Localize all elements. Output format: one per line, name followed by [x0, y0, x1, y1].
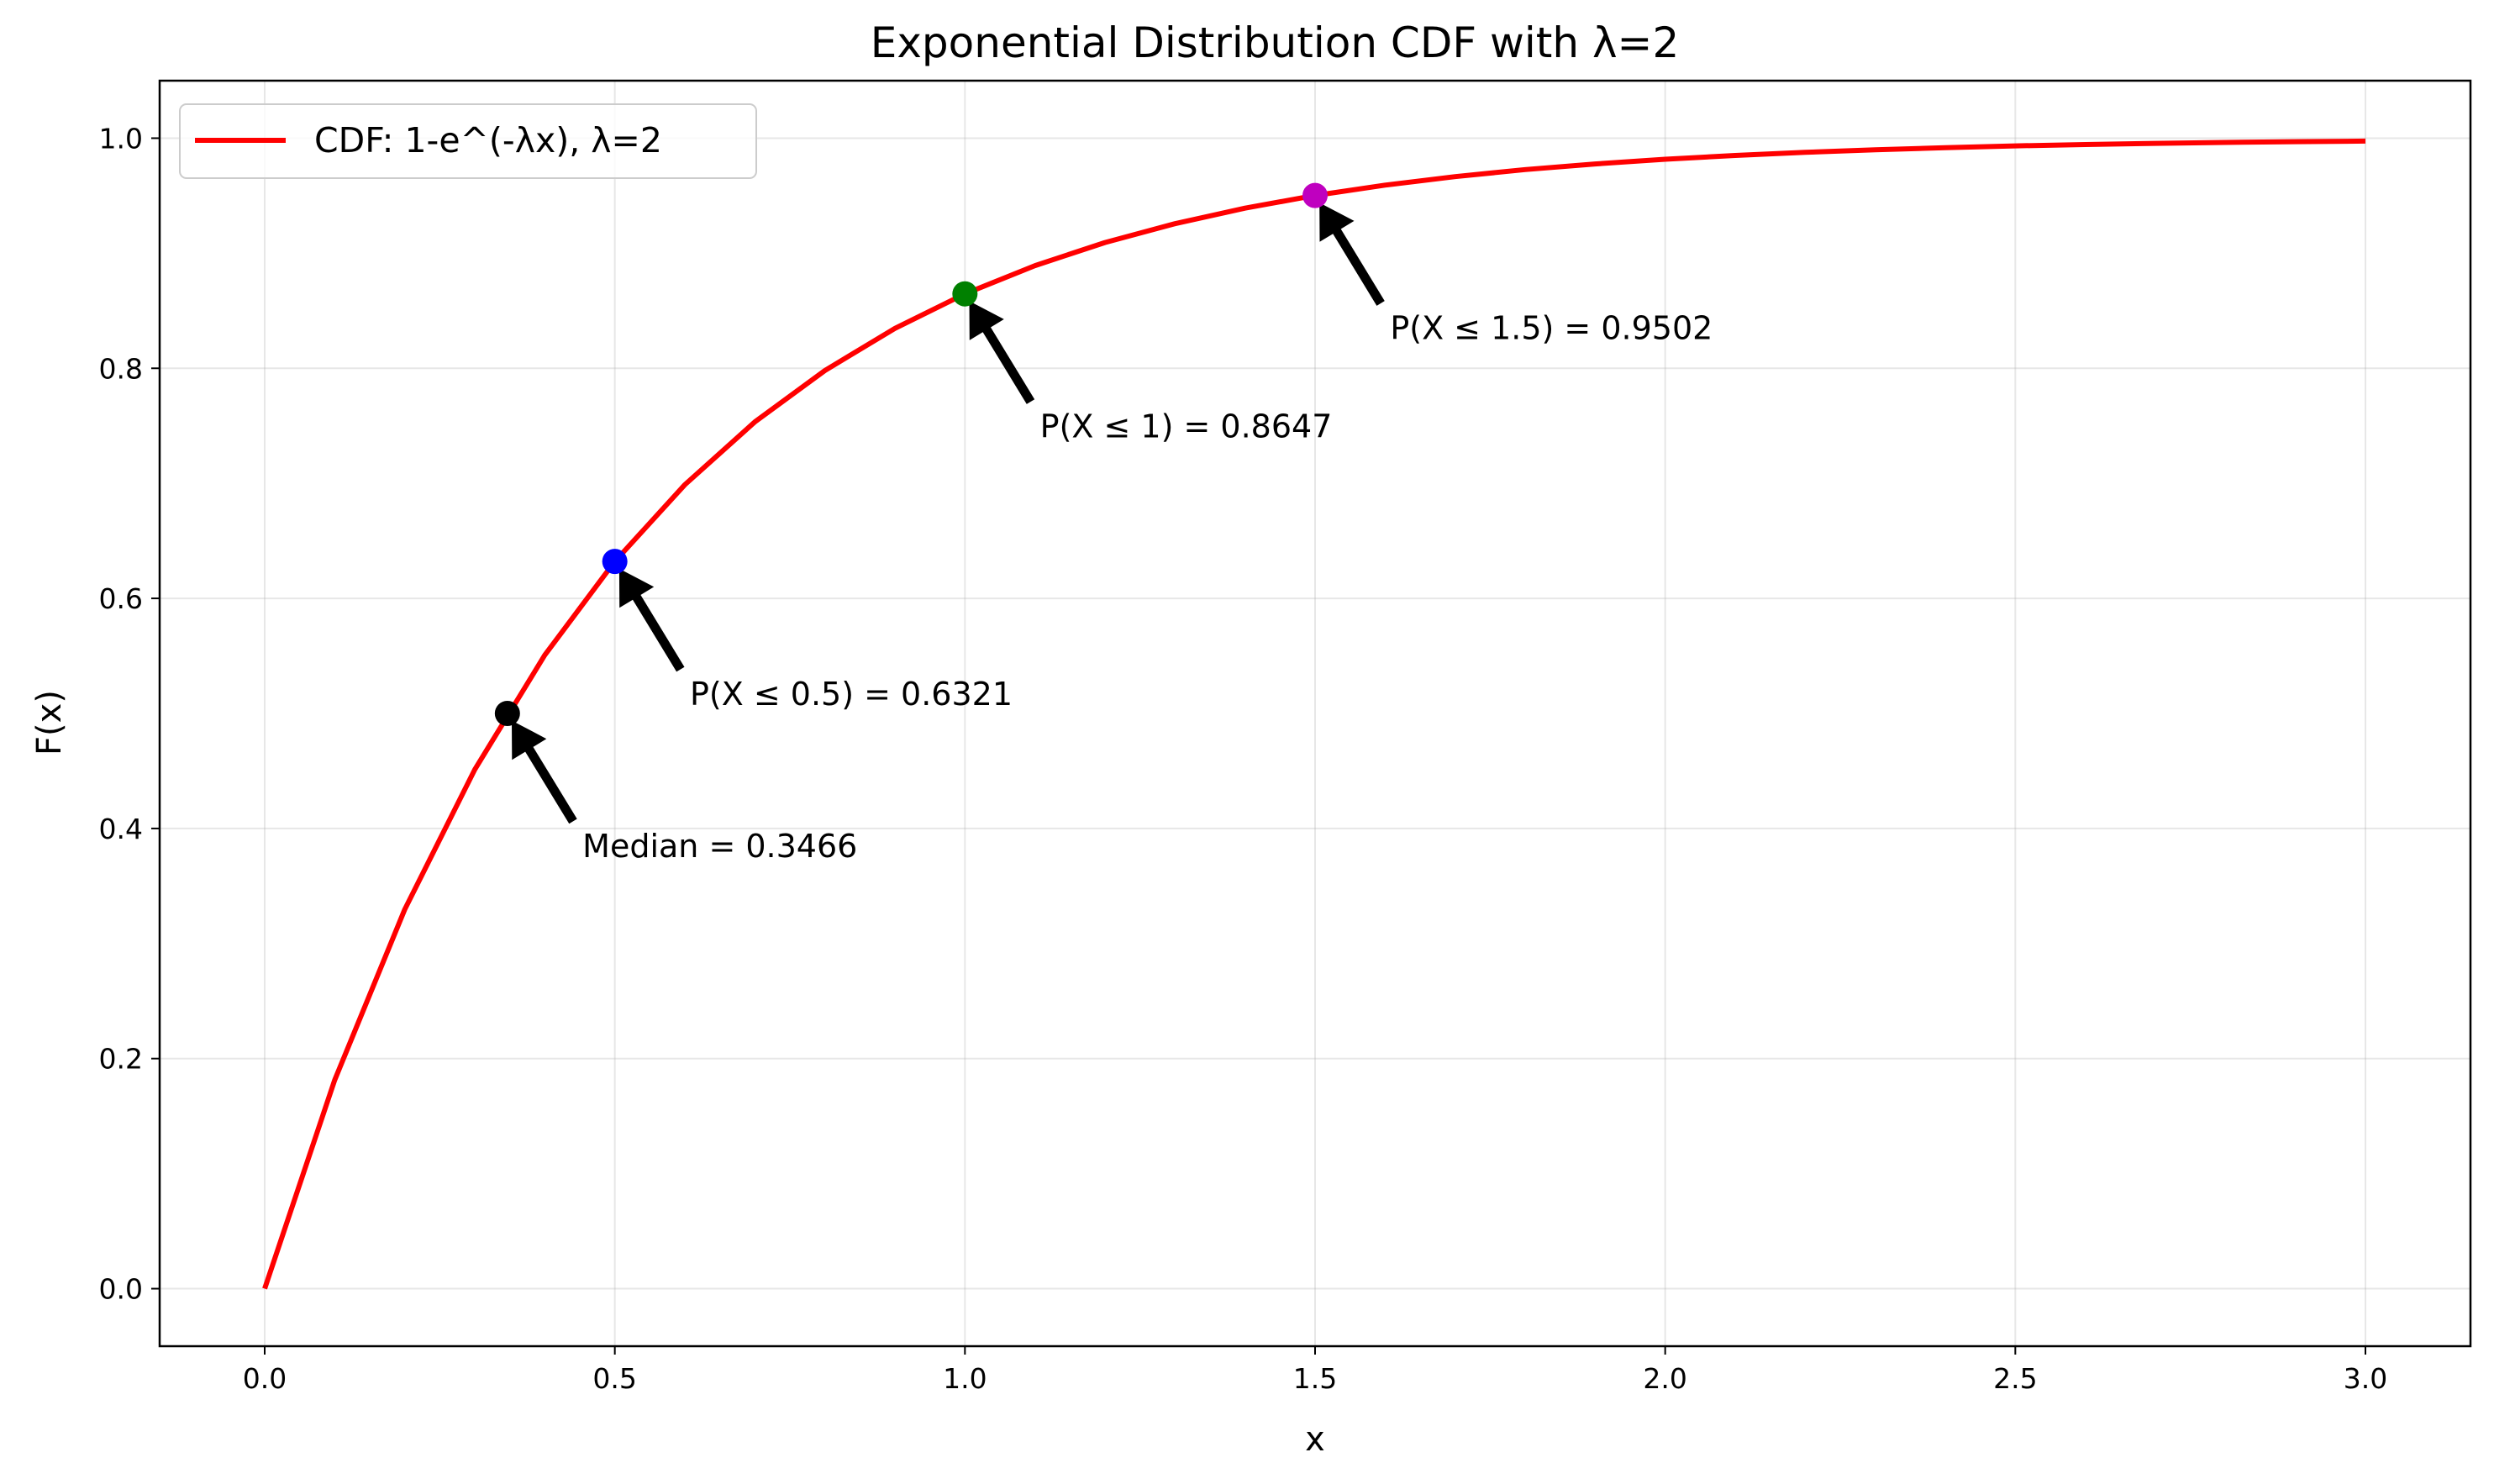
y-axis-label: F(x)	[30, 690, 69, 755]
legend-label: CDF: 1-e^(-λx), λ=2	[314, 120, 662, 161]
annotation-arrow	[969, 301, 1035, 404]
annotation-arrow	[1319, 203, 1385, 306]
legend-box	[179, 103, 757, 179]
annotation-label: P(X ≤ 1) = 0.8647	[1040, 408, 1333, 445]
x-tick-label: 0.0	[243, 1362, 287, 1395]
y-tick-label: 0.2	[99, 1043, 143, 1076]
annotation-label: P(X ≤ 0.5) = 0.6321	[690, 676, 1013, 713]
highlight-point	[602, 549, 628, 575]
annotation-arrow	[618, 568, 685, 672]
highlight-point	[1302, 182, 1328, 208]
annotation-label: P(X ≤ 1.5) = 0.9502	[1390, 310, 1713, 347]
annotation-arrow	[512, 720, 577, 824]
chart-title: Exponential Distribution CDF with λ=2	[871, 18, 1680, 67]
y-tick-label: 0.4	[99, 813, 143, 845]
legend: CDF: 1-e^(-λx), λ=2	[179, 103, 757, 179]
highlight-point	[952, 281, 978, 307]
highlight-point	[494, 701, 520, 726]
y-tick-label: 0.8	[99, 352, 143, 385]
annotation-label: Median = 0.3466	[582, 828, 857, 865]
x-tick-label: 0.5	[592, 1362, 636, 1395]
points-layer: Median = 0.3466 P(X ≤ 0.5) = 0.6321 P(X ≤ …	[494, 182, 1713, 865]
grid	[160, 81, 2470, 1346]
y-tick-label: 0.0	[99, 1273, 143, 1306]
x-tick-label: 2.5	[1993, 1362, 2037, 1395]
y-tick-label: 0.6	[99, 582, 143, 615]
x-tick-label: 2.0	[1643, 1362, 1686, 1395]
x-tick-label: 1.5	[1293, 1362, 1337, 1395]
y-tick-label: 1.0	[99, 122, 143, 155]
x-axis-label: x	[1305, 1420, 1325, 1459]
x-tick-label: 3.0	[2344, 1362, 2387, 1395]
x-tick-label: 1.0	[943, 1362, 987, 1395]
axis-ticks: 0.0 0.5 1.0 1.5 2.0 2.5 3.0 0.0 0.2 0.4 0.6 0.8 1.0	[99, 122, 2388, 1395]
